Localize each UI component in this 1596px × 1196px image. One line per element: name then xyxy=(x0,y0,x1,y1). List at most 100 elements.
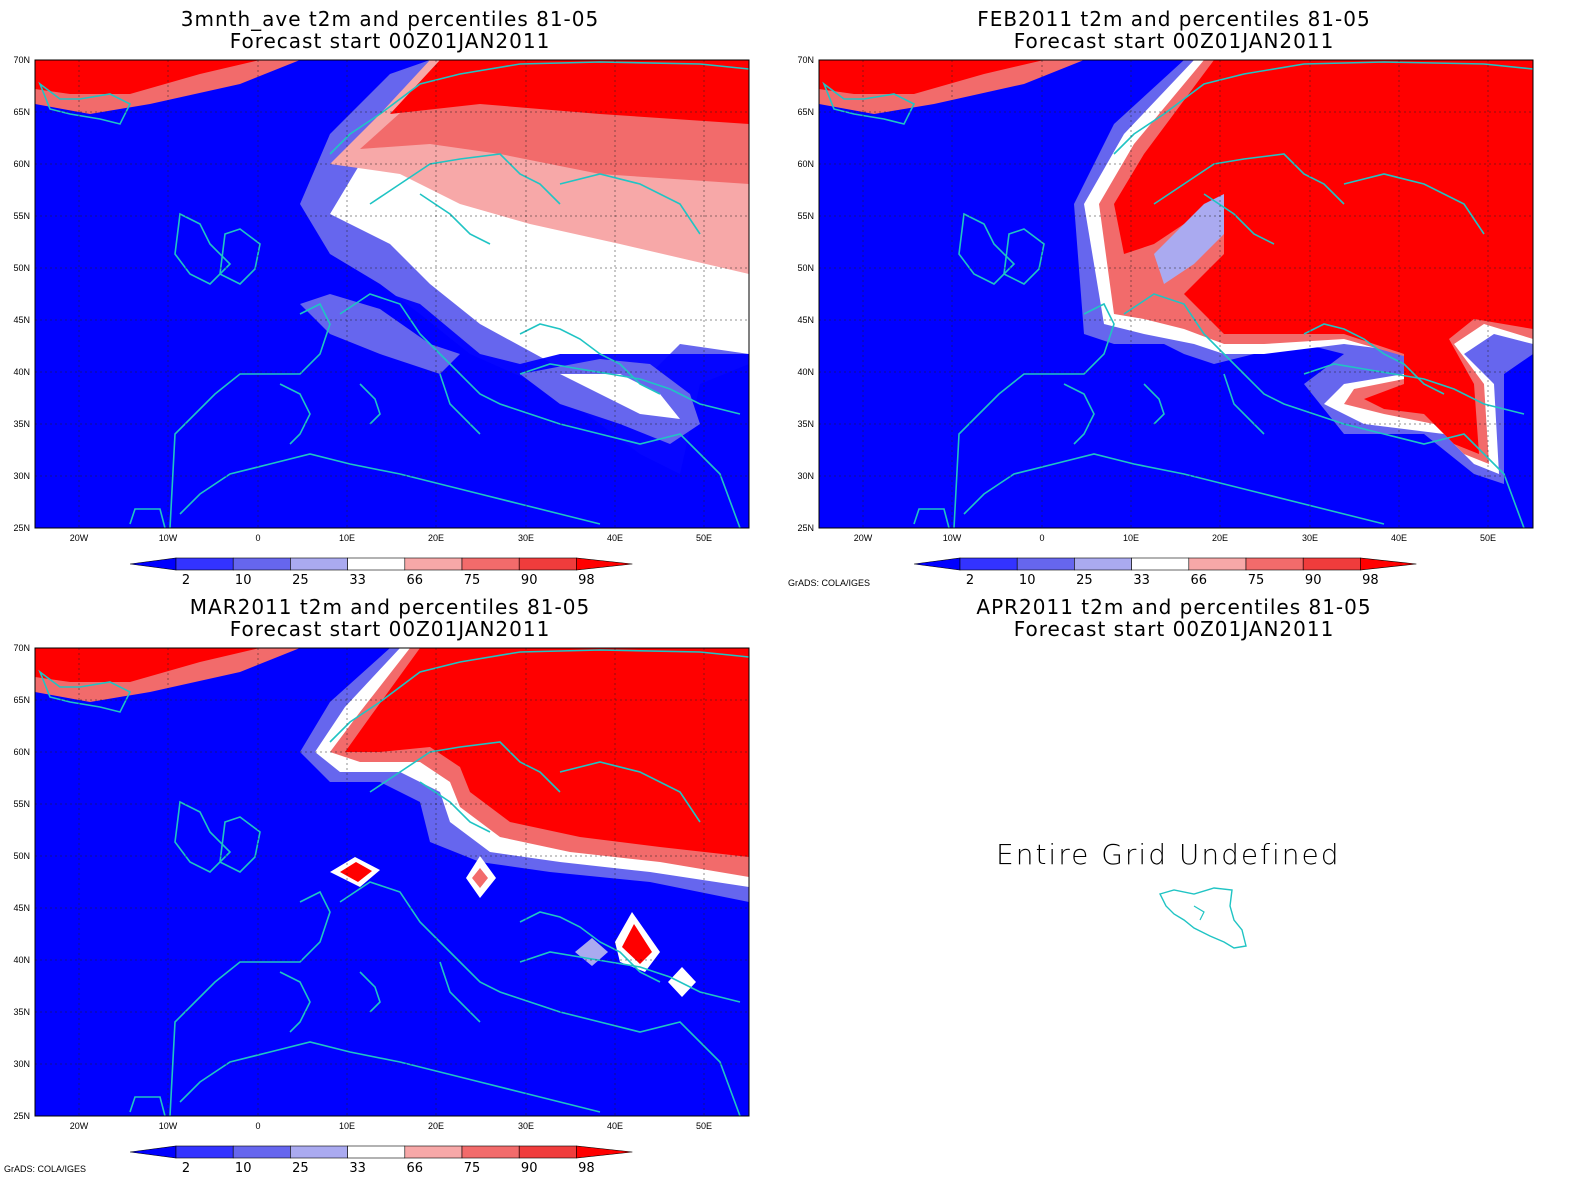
svg-text:60N: 60N xyxy=(13,159,30,169)
colorbar-cell xyxy=(347,557,406,571)
svg-text:50E: 50E xyxy=(696,533,712,543)
grid-lines xyxy=(35,60,749,528)
svg-text:40E: 40E xyxy=(607,533,623,543)
svg-text:50N: 50N xyxy=(13,263,30,273)
svg-text:65N: 65N xyxy=(797,107,814,117)
svg-text:10W: 10W xyxy=(943,533,962,543)
colorbar-label: 66 xyxy=(407,1161,424,1176)
anomaly-fields xyxy=(35,60,749,528)
colorbar-label: 98 xyxy=(578,1161,595,1176)
lat-axis: 70N 65N 60N 55N 50N 45N 40N 35N 30N 25N xyxy=(13,643,30,1121)
percentile-map: 70N 65N 60N 55N 50N 45N 40N 35N 30N 25N … xyxy=(797,55,1534,543)
grads-credit: GrADS: COLA/IGES xyxy=(788,578,871,588)
colorbar-cell xyxy=(130,1145,177,1159)
colorbar-label: 33 xyxy=(349,573,366,588)
colorbar-cell xyxy=(518,557,577,571)
svg-text:50N: 50N xyxy=(13,851,30,861)
colorbar-cell xyxy=(404,1145,463,1159)
colorbar-label: 2 xyxy=(182,573,190,588)
svg-text:40E: 40E xyxy=(607,1121,623,1131)
svg-text:0: 0 xyxy=(255,1121,260,1131)
svg-text:50E: 50E xyxy=(1480,533,1496,543)
colorbar-cell xyxy=(1302,557,1361,571)
svg-text:70N: 70N xyxy=(13,55,30,65)
colorbar-label: 2 xyxy=(966,573,974,588)
svg-text:10E: 10E xyxy=(339,1121,355,1131)
lat-axis: 70N 65N 60N 55N 50N 45N 40N 35N 30N 25N xyxy=(797,55,814,533)
colorbar-cell xyxy=(232,1145,291,1159)
colorbar-label: 33 xyxy=(1133,573,1150,588)
map-frame xyxy=(818,59,1534,529)
svg-text:65N: 65N xyxy=(13,695,30,705)
svg-text:40N: 40N xyxy=(13,367,30,377)
svg-text:50N: 50N xyxy=(797,263,814,273)
colorbar-cell xyxy=(1016,557,1075,571)
colorbar-label: 90 xyxy=(1305,573,1322,588)
colorbar-label: 90 xyxy=(521,1161,538,1176)
colorbar: 2 10 25 33 66 75 90 98 xyxy=(130,1145,633,1176)
svg-text:30E: 30E xyxy=(518,1121,534,1131)
svg-text:70N: 70N xyxy=(13,643,30,653)
panel-title: 3mnth_ave t2m and percentiles 81-05 xyxy=(180,7,600,31)
coastlines xyxy=(822,61,1534,529)
colorbar-label: 75 xyxy=(1248,573,1265,588)
panel-feb2011: FEB2011 t2m and percentiles 81-05 Foreca… xyxy=(784,0,1564,596)
svg-text:40E: 40E xyxy=(1391,533,1407,543)
colorbar-cell xyxy=(914,557,961,571)
colorbar-label: 25 xyxy=(292,573,309,588)
svg-text:40N: 40N xyxy=(13,955,30,965)
svg-text:55N: 55N xyxy=(13,799,30,809)
svg-text:35N: 35N xyxy=(797,419,814,429)
colorbar-cell xyxy=(290,557,348,571)
colorbar-label: 10 xyxy=(235,1161,252,1176)
svg-text:30N: 30N xyxy=(13,471,30,481)
svg-text:25N: 25N xyxy=(13,523,30,533)
panel-title: APR2011 t2m and percentiles 81-05 xyxy=(976,595,1372,619)
svg-text:10E: 10E xyxy=(339,533,355,543)
undefined-grid-message: Entire Grid Undefined xyxy=(996,838,1341,871)
svg-text:20E: 20E xyxy=(1212,533,1228,543)
svg-text:25N: 25N xyxy=(797,523,814,533)
colorbar-cell xyxy=(576,557,633,571)
svg-text:10E: 10E xyxy=(1123,533,1139,543)
svg-text:30N: 30N xyxy=(797,471,814,481)
svg-text:70N: 70N xyxy=(797,55,814,65)
colorbar-cell xyxy=(232,557,291,571)
map-frame xyxy=(34,59,750,529)
colorbar-label: 90 xyxy=(521,573,538,588)
svg-text:0: 0 xyxy=(1039,533,1044,543)
panel-mar2011: MAR2011 t2m and percentiles 81-05 Foreca… xyxy=(0,588,780,1184)
svg-text:35N: 35N xyxy=(13,419,30,429)
svg-text:25N: 25N xyxy=(13,1111,30,1121)
panel-subtitle: Forecast start 00Z01JAN2011 xyxy=(1013,617,1335,641)
colorbar-label: 75 xyxy=(464,1161,481,1176)
panel-title: MAR2011 t2m and percentiles 81-05 xyxy=(189,595,591,619)
panel-subtitle: Forecast start 00Z01JAN2011 xyxy=(1013,29,1335,53)
svg-text:45N: 45N xyxy=(13,315,30,325)
coastlines xyxy=(38,649,750,1117)
colorbar-cell xyxy=(518,1145,577,1159)
colorbar-label: 10 xyxy=(235,573,252,588)
lon-axis: 20W 10W 0 10E 20E 30E 40E 50E xyxy=(70,1121,712,1131)
percentile-map: 70N 65N 60N 55N 50N 45N 40N 35N 30N 25N … xyxy=(13,55,750,543)
svg-text:60N: 60N xyxy=(797,159,814,169)
colorbar-cell xyxy=(576,1145,633,1159)
map-frame xyxy=(34,647,750,1117)
svg-text:45N: 45N xyxy=(797,315,814,325)
svg-text:60N: 60N xyxy=(13,747,30,757)
colorbar-label: 10 xyxy=(1019,573,1036,588)
svg-text:30E: 30E xyxy=(518,533,534,543)
panel-subtitle: Forecast start 00Z01JAN2011 xyxy=(229,617,551,641)
svg-text:20E: 20E xyxy=(428,1121,444,1131)
colorbar: 2 10 25 33 66 75 90 98 xyxy=(914,557,1417,588)
colorbar-cell xyxy=(959,557,1018,571)
lon-axis: 20W 10W 0 10E 20E 30E 40E 50E xyxy=(854,533,1496,543)
svg-text:20W: 20W xyxy=(70,533,89,543)
colorbar-label: 25 xyxy=(1076,573,1093,588)
coastlines xyxy=(38,61,750,529)
svg-text:65N: 65N xyxy=(13,107,30,117)
svg-text:10W: 10W xyxy=(159,533,178,543)
svg-text:10W: 10W xyxy=(159,1121,178,1131)
grid-lines xyxy=(35,648,749,1116)
colorbar-label: 66 xyxy=(1191,573,1208,588)
